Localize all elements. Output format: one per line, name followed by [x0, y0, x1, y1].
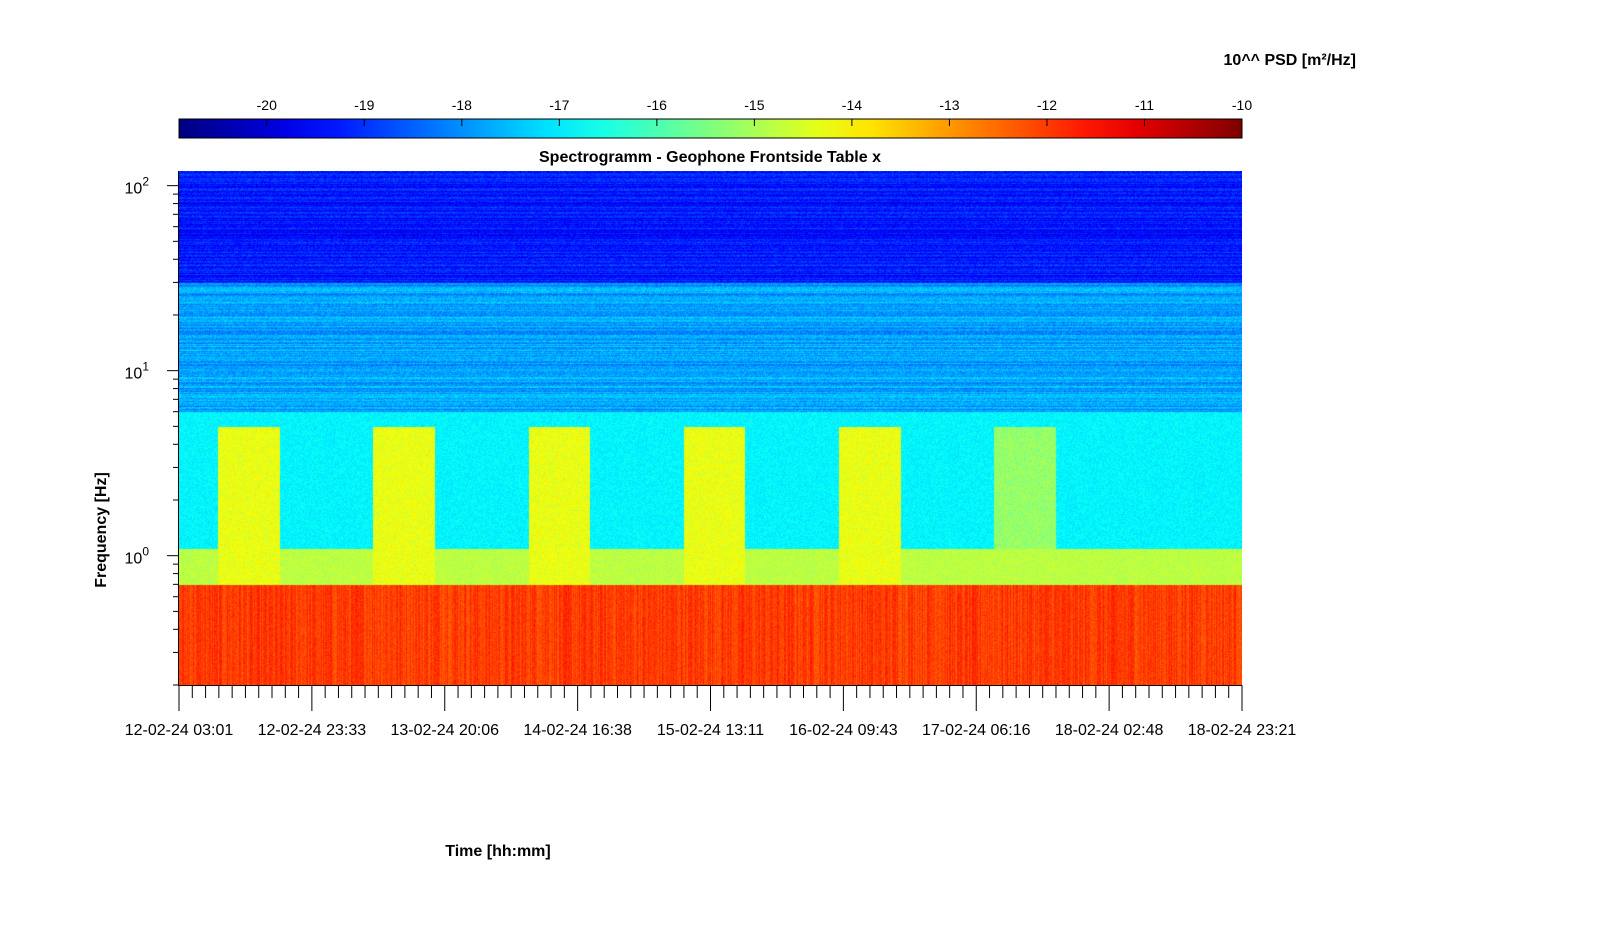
colorbar-tick-label: -20	[257, 97, 277, 113]
colorbar-ticks: -20 -19 -18 -17 -16 -15 -14 -13 -12 -11 -10	[257, 97, 1252, 126]
y-axis: 100 101 102	[125, 171, 179, 686]
x-tick-label: 14-02-24 16:38	[523, 722, 632, 739]
colorbar-title: 10^^ PSD [m²/Hz]	[1224, 52, 1356, 69]
colorbar-tick-label: -19	[354, 97, 374, 113]
colorbar-gradient	[178, 118, 1243, 139]
colorbar-tick-label: -12	[1037, 97, 1057, 113]
colorbar-tick-label: -15	[744, 97, 764, 113]
y-tick-label: 100	[125, 545, 150, 568]
colorbar-tick-label: -10	[1232, 97, 1252, 113]
chart-title: Spectrogramm - Geophone Frontside Table …	[539, 149, 881, 166]
x-tick-label: 18-02-24 02:48	[1055, 722, 1164, 739]
colorbar-tick-label: -16	[647, 97, 667, 113]
colorbar-tick-label: -18	[452, 97, 472, 113]
x-axis: 12-02-24 03:01 12-02-24 23:33 13-02-24 20:…	[125, 685, 1297, 739]
x-tick-label: 12-02-24 03:01	[125, 722, 234, 739]
x-tick-label: 16-02-24 09:43	[789, 722, 898, 739]
plot-area	[179, 171, 1242, 685]
colorbar-tick-label: -13	[939, 97, 959, 113]
y-axis-label: Frequency [Hz]	[93, 472, 110, 588]
colorbar-tick-label: -17	[549, 97, 569, 113]
x-tick-label: 13-02-24 20:06	[390, 722, 499, 739]
x-tick-label: 12-02-24 23:33	[258, 722, 367, 739]
colorbar: -20 -19 -18 -17 -16 -15 -14 -13 -12 -11 -10 10^^ P…	[178, 52, 1356, 139]
x-tick-label: 17-02-24 06:16	[922, 722, 1031, 739]
y-tick-label: 101	[125, 360, 150, 383]
x-tick-label: 18-02-24 23:21	[1188, 722, 1297, 739]
colorbar-tick-label: -11	[1135, 97, 1154, 113]
colorbar-tick-label: -14	[842, 97, 862, 113]
spectrogram-heatmap	[179, 171, 1242, 685]
y-tick-label: 102	[125, 175, 150, 198]
x-axis-label: Time [hh:mm]	[445, 843, 550, 860]
x-tick-label: 15-02-24 13:11	[657, 722, 764, 739]
